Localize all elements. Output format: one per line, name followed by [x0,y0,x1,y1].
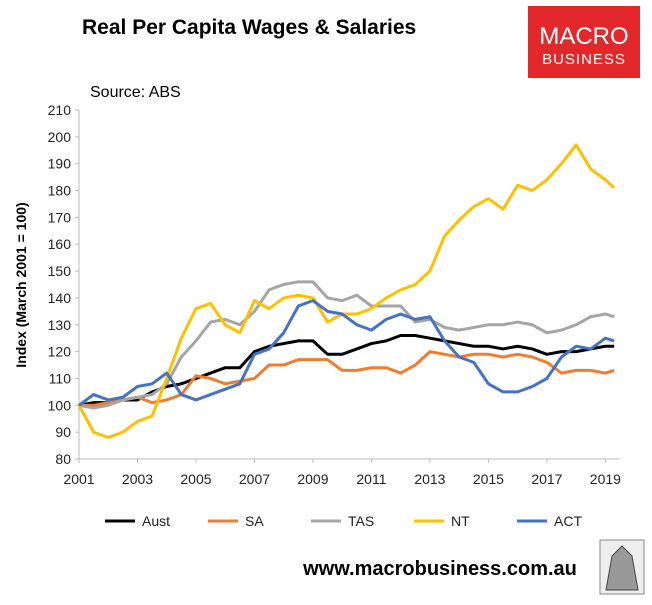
y-tick-label: 170 [48,209,72,225]
x-tick-label: 2003 [122,471,153,487]
logo-text: MACRO [539,23,628,50]
y-tick-label: 120 [48,344,72,360]
y-axis-label: Index (March 2001 = 100) [13,202,29,367]
logo-icon [605,545,639,591]
legend-label: Aust [142,513,170,529]
legend-label: ACT [554,513,582,529]
y-tick-label: 200 [48,129,72,145]
legend-label: TAS [348,513,374,529]
chart-title: Real Per Capita Wages & Salaries [82,16,416,39]
series-line [78,280,615,410]
y-tick-label: 190 [48,156,72,172]
y-tick-label: 150 [48,263,72,279]
x-tick-label: 2005 [180,471,211,487]
legend-label: NT [451,513,470,529]
x-tick-label: 2001 [63,471,94,487]
x-tick-label: 2017 [531,471,562,487]
y-tick-label: 110 [49,370,72,386]
x-tick-label: 2007 [239,471,270,487]
chart-subtitle: Source: ABS [90,84,181,101]
series-line [78,334,615,407]
y-tick-label: 180 [48,183,72,199]
x-tick-label: 2009 [297,471,328,487]
y-tick-label: 140 [48,290,72,306]
legend-label: SA [245,513,264,529]
y-tick-label: 160 [48,236,72,252]
y-tick-label: 130 [48,317,72,333]
x-tick-label: 2019 [590,471,621,487]
y-tick-label: 100 [48,397,72,413]
x-tick-label: 2011 [356,471,386,487]
logo-box [528,6,640,78]
y-tick-label: 210 [48,102,72,118]
footer-url: www.macrobusiness.com.au [302,558,577,580]
logo-text: BUSINESS [542,51,626,68]
x-tick-label: 2015 [473,471,504,487]
series-line [79,350,615,407]
series-line [77,143,616,440]
y-tick-label: 90 [55,424,71,440]
y-tick-label: 80 [55,451,71,467]
x-tick-label: 2013 [414,471,445,487]
series-line [78,299,615,407]
